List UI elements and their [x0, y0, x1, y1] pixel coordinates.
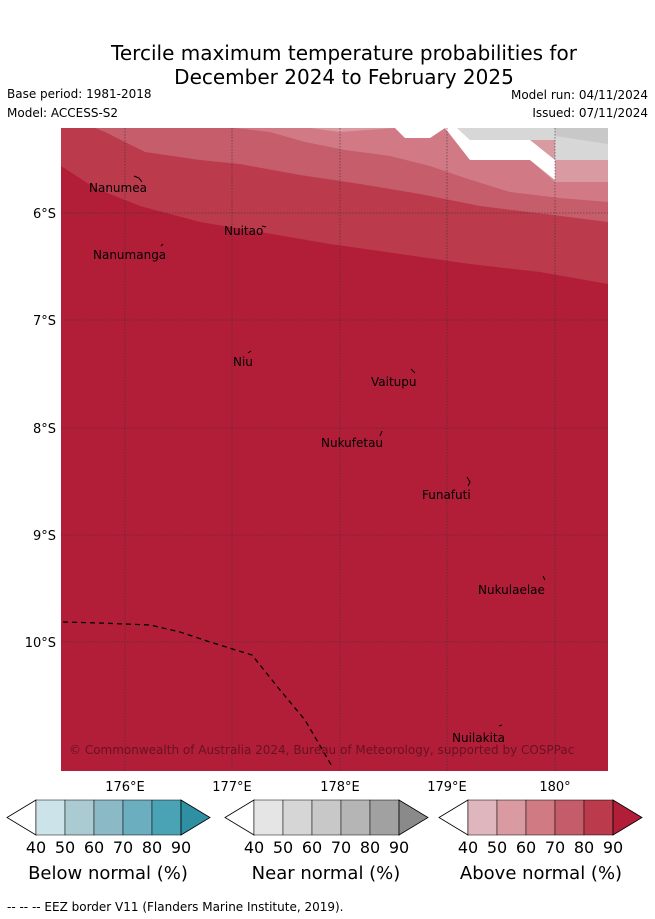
below-normal-title: Below normal (%) — [28, 863, 188, 884]
colorbar-below-normal — [6, 799, 211, 836]
copyright-notice: © Commonwealth of Australia 2024, Bureau… — [69, 743, 574, 757]
below-tick-70: 70 — [112, 838, 134, 857]
island-funafuti-shape — [466, 476, 471, 487]
eez-border — [62, 621, 334, 769]
above-tick-70: 70 — [544, 838, 566, 857]
above-tick-80: 80 — [573, 838, 595, 857]
below-bar-box-40 — [35, 799, 66, 836]
map-title: Tercile maximum temperature probabilitie… — [0, 41, 655, 89]
above-tick-60: 60 — [515, 838, 537, 857]
above-50-zone — [310, 128, 608, 182]
near-tick-80: 80 — [359, 838, 381, 857]
island-niu-shape — [247, 350, 252, 354]
white-gap-2 — [445, 128, 555, 180]
axis-labels: 176°E 177°E 178°E 179°E 180° 6°S 7°S 8°S… — [25, 207, 571, 795]
above-bar-lower-arrow — [438, 799, 469, 836]
below-bar-box-50 — [64, 799, 95, 836]
near-bar-box-60 — [311, 799, 342, 836]
island-nuilakita-shape — [498, 724, 503, 727]
place-label-funafuti: Funafuti — [422, 488, 471, 502]
near-bar-box-70 — [340, 799, 371, 836]
lon-label-177e: 177°E — [212, 780, 252, 795]
lon-label-178e: 178°E — [320, 780, 360, 795]
colorbar-near-normal — [224, 799, 429, 836]
below-bar-upper-arrow — [180, 799, 211, 836]
above-tick-40: 40 — [457, 838, 479, 857]
island-nanumanga-shape — [160, 243, 164, 247]
above-bar-box-50 — [496, 799, 527, 836]
colorbar-above-normal — [438, 799, 643, 836]
above-bar-box-70 — [554, 799, 585, 836]
lon-label-180: 180° — [539, 780, 570, 795]
island-nukufetau-shape — [379, 430, 383, 437]
map-panel: Nanumea Nuitao Nanumanga Niu Vaitupu Nuk… — [61, 128, 608, 771]
near-tick-60: 60 — [301, 838, 323, 857]
place-label-nukulaelae: Nukulaelae — [478, 583, 545, 597]
lat-label-8s: 8°S — [33, 422, 56, 437]
island-nuitao-shape — [261, 225, 267, 228]
island-vaitupu-shape — [410, 368, 416, 374]
below-tick-90: 90 — [170, 838, 192, 857]
near-tick-50: 50 — [272, 838, 294, 857]
graticule — [61, 128, 608, 771]
near-bar-box-80 — [369, 799, 400, 836]
below-tick-80: 80 — [141, 838, 163, 857]
above-tick-90: 90 — [602, 838, 624, 857]
below-bar-box-70 — [122, 799, 153, 836]
lat-label-7s: 7°S — [33, 314, 56, 329]
below-tick-40: 40 — [25, 838, 47, 857]
near-bar-upper-arrow — [398, 799, 429, 836]
above-bar-box-40 — [467, 799, 498, 836]
issued-date: Issued: 07/11/2024 — [532, 106, 648, 120]
below-tick-60: 60 — [83, 838, 105, 857]
island-outlines — [133, 175, 546, 727]
place-label-niu: Niu — [233, 355, 253, 369]
near-tick-70: 70 — [330, 838, 352, 857]
base-period: Base period: 1981-2018 — [7, 87, 152, 101]
place-label-nuitao: Nuitao — [224, 224, 263, 238]
white-gap-1 — [395, 128, 445, 138]
near-tick-90: 90 — [388, 838, 410, 857]
below-tick-50: 50 — [54, 838, 76, 857]
above-bar-box-80 — [583, 799, 614, 836]
near-normal-title: Near normal (%) — [251, 863, 401, 884]
eez-legend-note: -- -- -- EEZ border V11 (Flanders Marine… — [7, 900, 344, 914]
above-normal-title: Above normal (%) — [459, 863, 623, 884]
model-run: Model run: 04/11/2024 — [510, 88, 648, 102]
lon-label-176e: 176°E — [105, 780, 145, 795]
lat-label-6s: 6°S — [33, 207, 56, 222]
title-line-2: December 2024 to February 2025 — [174, 65, 514, 89]
place-label-nanumanga: Nanumanga — [93, 248, 166, 262]
near-bar-box-40 — [253, 799, 284, 836]
title-line-1: Tercile maximum temperature probabilitie… — [111, 41, 577, 65]
place-labels: Nanumea Nuitao Nanumanga Niu Vaitupu Nuk… — [89, 181, 545, 745]
above-bar-box-60 — [525, 799, 556, 836]
near-tick-40: 40 — [243, 838, 265, 857]
model-name: Model: ACCESS-S2 — [7, 106, 119, 120]
below-bar-lower-arrow — [6, 799, 37, 836]
place-label-nukufetau: Nukufetau — [321, 436, 383, 450]
near-bar-lower-arrow — [224, 799, 255, 836]
above-tick-50: 50 — [486, 838, 508, 857]
lat-label-10s: 10°S — [25, 636, 56, 651]
below-bar-box-60 — [93, 799, 124, 836]
place-label-nuilakita: Nuilakita — [452, 731, 505, 745]
above-bar-upper-arrow — [612, 799, 643, 836]
place-label-vaitupu: Vaitupu — [371, 375, 417, 389]
near-60-zone — [555, 128, 608, 144]
near-bar-box-50 — [282, 799, 313, 836]
island-nukulaelae-shape — [542, 575, 546, 581]
lon-label-179e: 179°E — [427, 780, 467, 795]
lat-label-9s: 9°S — [33, 529, 56, 544]
island-nanumea-shape — [133, 175, 143, 183]
place-label-nanumea: Nanumea — [89, 181, 147, 195]
below-bar-box-80 — [151, 799, 182, 836]
